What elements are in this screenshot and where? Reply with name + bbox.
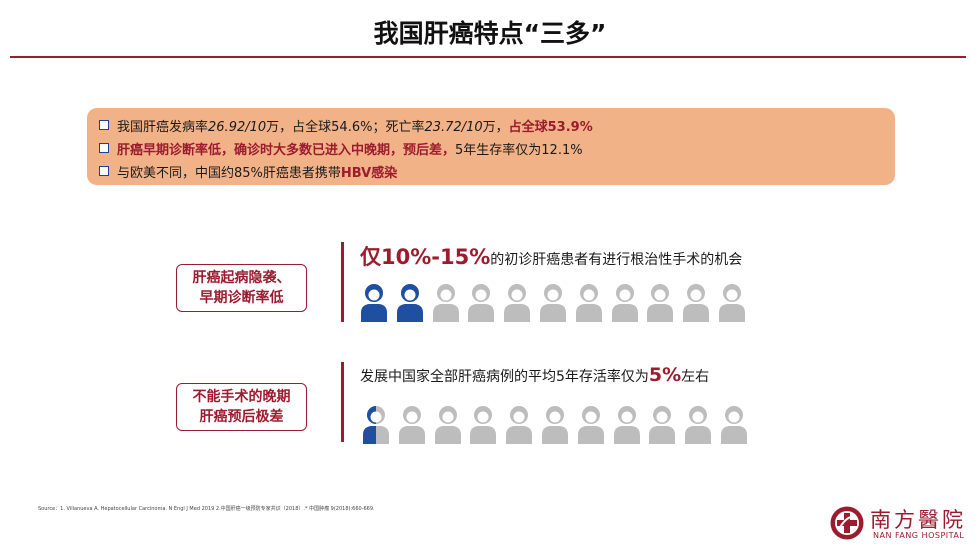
people-icon-row [360, 282, 760, 324]
person-icon [575, 284, 602, 322]
person-icon [685, 406, 712, 444]
person-icon [611, 284, 638, 322]
person-icon [363, 406, 389, 444]
hbv-text: HBV感染 [340, 166, 398, 181]
text: 万， [482, 120, 509, 135]
person-icon [432, 284, 459, 322]
person-icon [398, 406, 425, 444]
person-icon [649, 406, 676, 444]
stat-text: 左右 [681, 369, 710, 385]
incidence-rate: 26.92/10 [208, 120, 267, 135]
person-icon [396, 284, 423, 322]
divider-bar [341, 242, 344, 322]
summary-bullet-hbv: 与欧美不同，中国约85%肝癌患者携带HBV感染 [99, 162, 397, 181]
checkbox-bullet-icon [99, 166, 109, 176]
person-icon [361, 284, 387, 322]
text: 肝癌早期诊断率低，确诊时大多数已进入中晚期，预后差， [117, 143, 456, 158]
tag-line: 不能手术的晚期 [192, 389, 291, 405]
hospital-logo: 南方醫院 NAN FANG HOSPITAL [829, 503, 969, 543]
person-icon [468, 284, 495, 322]
person-icon [613, 406, 640, 444]
checkbox-bullet-icon [99, 120, 109, 130]
stat-surgery-chance: 仅10%-15%的初诊肝癌患者有进行根治性手术的机会 [360, 241, 742, 271]
tag-early-diagnosis: 肝癌起病隐袭、 早期诊断率低 [176, 264, 307, 312]
logo-text-en: NAN FANG HOSPITAL [873, 531, 965, 540]
logo-text-cn: 南方醫院 [870, 508, 966, 532]
tag-line: 肝癌预后极差 [199, 409, 284, 425]
stat-survival: 发展中国家全部肝癌病例的平均5年存活率仅为5%左右 [360, 364, 709, 386]
text: 我国肝癌发病率 [117, 120, 209, 135]
people-icon-row [362, 404, 762, 446]
person-icon [470, 406, 497, 444]
checkbox-bullet-icon [99, 143, 109, 153]
person-icon [542, 406, 568, 444]
person-icon [719, 284, 745, 322]
person-icon [434, 406, 461, 444]
summary-bullet-incidence: 我国肝癌发病率26.92/10万，占全球54.6%；死亡率23.72/10万，占… [99, 116, 593, 135]
hospital-emblem-icon [830, 506, 864, 540]
person-icon [504, 284, 531, 322]
person-icon [577, 406, 604, 444]
global-share: 占全球53.9% [508, 120, 593, 135]
tag-late-prognosis: 不能手术的晚期 肝癌预后极差 [176, 383, 307, 431]
person-icon [540, 284, 566, 322]
summary-box: 我国肝癌发病率26.92/10万，占全球54.6%；死亡率23.72/10万，占… [87, 108, 895, 185]
stat-big-number: 仅10%-15% [360, 245, 491, 269]
tag-line: 早期诊断率低 [199, 290, 284, 306]
summary-bullet-diagnosis: 肝癌早期诊断率低，确诊时大多数已进入中晚期，预后差，5年生存率仅为12.1% [99, 139, 583, 158]
survival-rate: 5年生存率仅为12.1% [455, 143, 583, 158]
mortality-rate: 23.72/10 [424, 120, 483, 135]
divider-bar [341, 362, 344, 442]
person-icon [506, 406, 533, 444]
stat-big-number: 5% [648, 364, 682, 386]
page-title: 我国肝癌特点“三多” [373, 19, 607, 48]
text: 与欧美不同，中国约85%肝癌患者携带 [117, 166, 341, 181]
stat-text: 发展中国家全部肝癌病例的平均5年存活率仅为 [360, 369, 649, 385]
stat-text: 的初诊肝癌患者有进行根治性手术的机会 [490, 252, 743, 268]
text: 万，占全球54.6%；死亡率 [266, 120, 425, 135]
person-icon [721, 406, 747, 444]
title-divider [10, 56, 966, 58]
source-citation: Source：1. Villanueva A. Hepatocellular C… [38, 506, 375, 512]
person-icon [683, 284, 710, 322]
tag-line: 肝癌起病隐袭、 [192, 270, 291, 286]
person-icon [647, 284, 674, 322]
